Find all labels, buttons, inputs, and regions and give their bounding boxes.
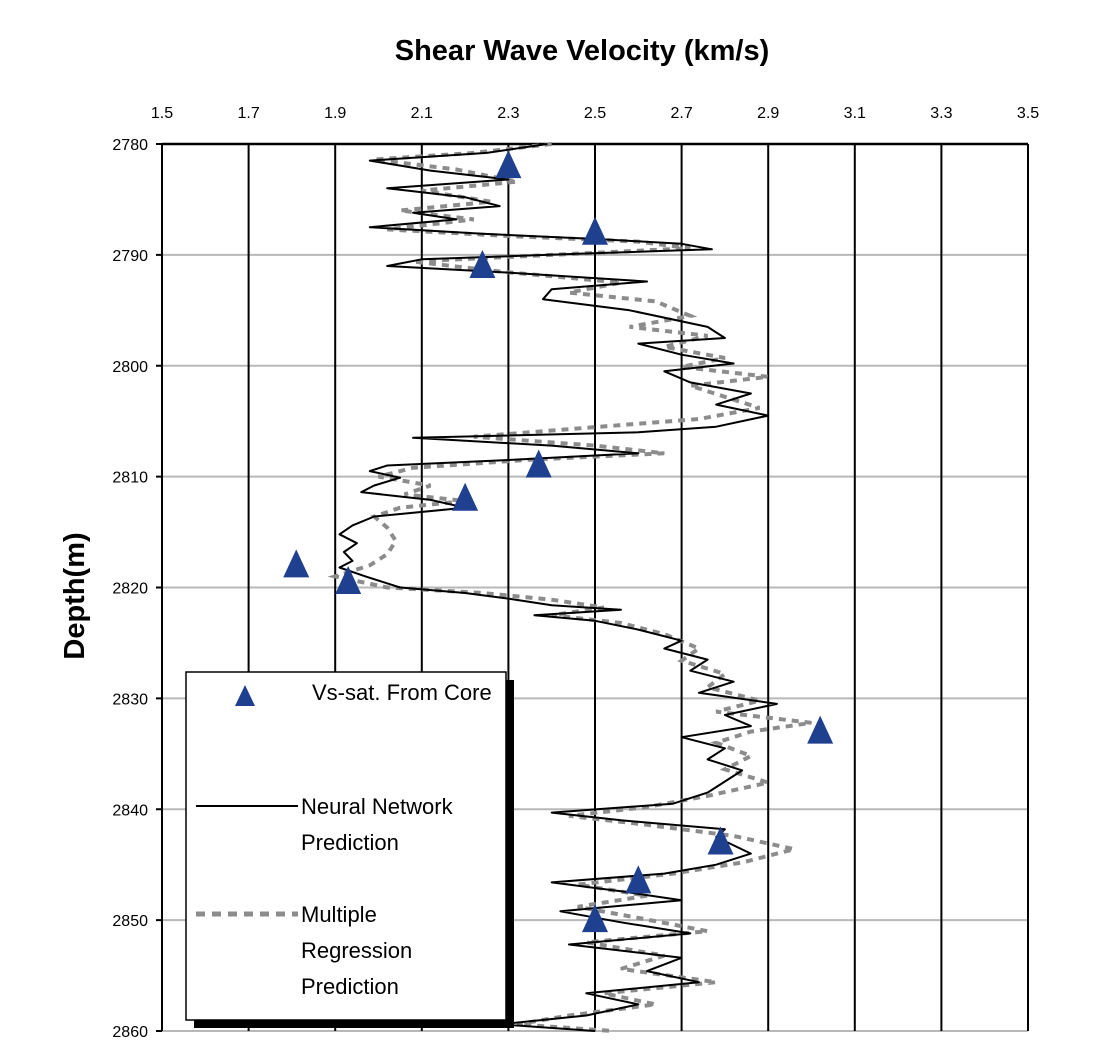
y-tick-label: 2850 xyxy=(112,913,148,930)
core-sample-marker xyxy=(525,449,552,478)
core-sample-marker xyxy=(625,865,652,894)
x-tick-label: 3.1 xyxy=(844,105,866,122)
core-sample-marker xyxy=(582,216,608,245)
x-tick-label: 2.5 xyxy=(584,105,606,122)
regression-prediction-line xyxy=(327,142,812,1033)
x-tick-label: 2.1 xyxy=(411,105,433,122)
core-sample-marker xyxy=(335,565,362,594)
x-tick-label: 2.3 xyxy=(497,105,519,122)
y-tick-label: 2780 xyxy=(112,137,148,154)
x-tick-label: 1.7 xyxy=(237,105,259,122)
x-tick-label: 3.5 xyxy=(1017,105,1039,122)
x-tick-label: 2.9 xyxy=(757,105,779,122)
x-tick-labels: 1.5 1.7 1.9 2.1 2.3 2.5 2.7 2.9 3.1 3.3 3.5 xyxy=(151,105,1039,122)
y-tick-labels: 2780 2790 2800 2810 2820 2830 2840 2850 2860 xyxy=(112,137,148,1041)
y-tick-label: 2810 xyxy=(112,470,148,487)
y-axis-label: Depth(m) xyxy=(59,532,91,659)
legend-core-marker xyxy=(235,685,255,706)
y-tick-label: 2830 xyxy=(112,691,148,708)
y-tick-label: 2840 xyxy=(112,802,148,819)
legend-regression-label: Prediction xyxy=(301,974,399,999)
legend-neural-label: Prediction xyxy=(301,830,399,855)
y-tick-label: 2860 xyxy=(112,1024,148,1041)
core-sample-marker xyxy=(469,249,496,278)
x-tick-label: 1.9 xyxy=(324,105,346,122)
x-tick-label: 1.5 xyxy=(151,105,173,122)
y-tick-label: 2820 xyxy=(112,581,148,598)
core-sample-marker xyxy=(707,826,734,855)
x-tick-label: 2.7 xyxy=(670,105,692,122)
series xyxy=(283,142,834,1033)
x-tick-label: 3.3 xyxy=(930,105,952,122)
chart-title: Shear Wave Velocity (km/s) xyxy=(395,35,769,67)
core-sample-marker xyxy=(582,904,608,933)
legend-neural-label: Neural Network xyxy=(301,794,454,819)
legend: Vs-sat. From Core Neural Network Predictio… xyxy=(185,671,514,1028)
core-sample-marker xyxy=(283,549,310,578)
core-sample-marker xyxy=(495,150,522,179)
legend-regression-label: Regression xyxy=(301,938,412,963)
core-sample-marker xyxy=(807,715,834,744)
neural-network-prediction-line xyxy=(338,143,778,1032)
y-tick-label: 2790 xyxy=(112,248,148,265)
legend-box xyxy=(185,671,507,1021)
legend-core-label: Vs-sat. From Core xyxy=(312,680,492,705)
legend-regression-label: Multiple xyxy=(301,902,377,927)
core-sample-marker xyxy=(452,482,479,511)
y-tick-label: 2800 xyxy=(112,359,148,376)
